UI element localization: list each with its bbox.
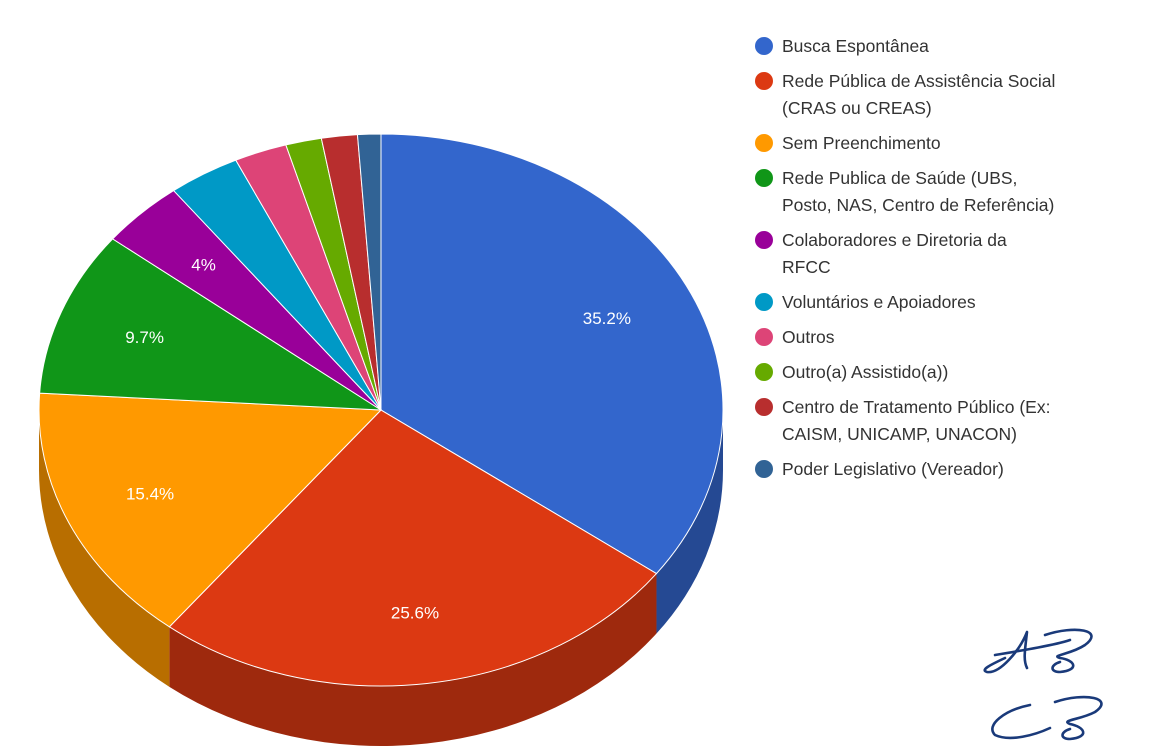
pie-side-2 — [169, 573, 657, 746]
legend-label: Rede Publica de Saúde (UBS, Posto, NAS, … — [782, 168, 1055, 215]
slice-value-label: 35.2% — [583, 309, 631, 328]
pie-side-3 — [39, 410, 170, 687]
legend: Busca Espontânea Rede Pública de Assistên… — [755, 33, 1150, 491]
legend-item: Busca Espontânea — [755, 33, 1150, 60]
legend-color-swatch — [755, 398, 773, 416]
legend-label: Voluntários e Apoiadores — [782, 292, 976, 312]
legend-item: Sem Preenchimento — [755, 130, 1150, 157]
legend-label: Centro de Tratamento Público (Ex: CAISM,… — [782, 397, 1051, 444]
signature-initials — [983, 628, 1103, 741]
slice-value-label: 15.4% — [126, 485, 174, 504]
legend-color-swatch — [755, 37, 773, 55]
pie-side-1 — [656, 410, 723, 634]
legend-item: Poder Legislativo (Vereador) — [755, 456, 1150, 483]
legend-label: Colaboradores e Diretoria da RFCC — [782, 230, 1007, 277]
pie-slice-2 — [168, 409, 658, 687]
slice-value-label: 25.6% — [391, 603, 439, 622]
pie-slice-4 — [39, 238, 383, 411]
legend-item: Outros — [755, 324, 1150, 351]
pie-slice-10 — [356, 133, 382, 411]
pie-side-wall — [39, 410, 723, 746]
legend-item: Colaboradores e Diretoria da RFCC — [755, 227, 1150, 281]
legend-item: Rede Pública de Assistência Social (CRAS… — [755, 68, 1150, 122]
legend-label: Rede Pública de Assistência Social (CRAS… — [782, 71, 1056, 118]
slice-value-label: 9.7% — [125, 328, 164, 347]
legend-item: Rede Publica de Saúde (UBS, Posto, NAS, … — [755, 165, 1150, 219]
legend-label: Busca Espontânea — [782, 36, 929, 56]
legend-color-swatch — [755, 72, 773, 90]
pie-slice-3 — [38, 392, 383, 628]
legend-color-swatch — [755, 293, 773, 311]
legend-color-swatch — [755, 134, 773, 152]
legend-label: Sem Preenchimento — [782, 133, 941, 153]
legend-label: Outro(a) Assistido(a)) — [782, 362, 949, 382]
legend-label: Poder Legislativo (Vereador) — [782, 459, 1004, 479]
pie-slice-1 — [380, 133, 724, 575]
legend-color-swatch — [755, 169, 773, 187]
legend-item: Outro(a) Assistido(a)) — [755, 359, 1150, 386]
pie-chart: 35.2% 25.6% 15.4% 9.7% 4% — [38, 133, 724, 746]
legend-color-swatch — [755, 328, 773, 346]
legend-item: Voluntários e Apoiadores — [755, 289, 1150, 316]
slice-value-label: 4% — [191, 255, 216, 274]
legend-label: Outros — [782, 327, 835, 347]
legend-item: Centro de Tratamento Público (Ex: CAISM,… — [755, 394, 1150, 448]
legend-color-swatch — [755, 231, 773, 249]
legend-color-swatch — [755, 460, 773, 478]
legend-color-swatch — [755, 363, 773, 381]
